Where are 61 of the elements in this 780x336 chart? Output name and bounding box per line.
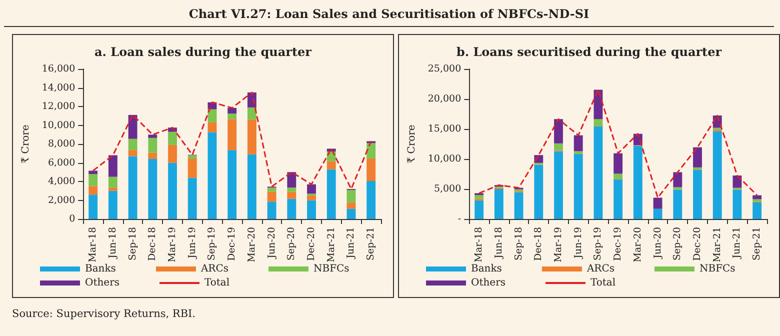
x-tick-label: Sep-21 (366, 227, 377, 261)
y-tick-label: 8,000 (48, 138, 76, 150)
y-tick-label: 15,000 (428, 124, 462, 134)
legend-label: Total (204, 278, 230, 288)
y-tick-label: 10,000 (428, 154, 462, 164)
legend-label: Total (590, 278, 616, 288)
x-tick-label: Sep-20 (286, 227, 298, 261)
legend-label: Others (471, 278, 506, 288)
x-tick-label: Sep-19 (206, 227, 218, 261)
x-tick-label: Dec-20 (306, 227, 317, 261)
x-tick-label: Mar-18 (474, 227, 485, 262)
source-note: Source: Supervisory Returns, RBI. (12, 308, 196, 320)
x-tick-label: Dec-18 (147, 227, 158, 261)
y-tick-label: 12,000 (42, 101, 76, 112)
y-tick-label: 25,000 (428, 64, 462, 74)
x-tick-label: Sep-20 (672, 227, 684, 261)
y-axis-title: ₹ Crore (406, 124, 418, 164)
y-tick-label: 2,000 (48, 194, 76, 206)
legend-label: ARCs (200, 264, 228, 274)
y-tick-label: 0 (69, 214, 76, 224)
x-tick-label: Dec-19 (226, 227, 238, 261)
y-tick-label: 4,000 (48, 176, 76, 187)
y-tick-label: 14,000 (42, 82, 76, 94)
y-tick-label: 5,000 (434, 184, 462, 194)
x-tick-label: Mar-21 (712, 227, 723, 262)
x-tick-label: Jun-20 (652, 227, 664, 260)
y-tick-label: - (458, 214, 462, 224)
x-tick-label: Jun-20 (266, 227, 278, 260)
y-tick-label: 16,000 (42, 64, 76, 74)
y-tick-label: 6,000 (48, 157, 76, 168)
legend-label: Banks (471, 264, 502, 274)
x-tick-label: Sep-21 (752, 227, 763, 261)
legend-label: Others (85, 278, 120, 288)
y-tick-label: 10,000 (42, 120, 76, 131)
x-tick-label: Dec-18 (533, 227, 544, 261)
x-tick-label: Jun-18 (107, 227, 118, 260)
x-tick-label: Mar-19 (553, 227, 564, 262)
chart-title: a. Loan sales during the quarter (94, 45, 312, 59)
x-tick-label: Sep-19 (592, 227, 604, 261)
x-tick-label: Jun-18 (493, 227, 504, 260)
x-tick-label: Mar-21 (326, 227, 337, 262)
x-tick-label: Mar-19 (167, 227, 178, 262)
x-tick-label: Jun-21 (346, 227, 357, 260)
x-tick-label: Sep-18 (513, 227, 524, 261)
y-axis-title: ₹ Crore (20, 124, 32, 164)
y-tick-label: 20,000 (428, 94, 462, 104)
x-tick-label: Dec-19 (612, 227, 624, 261)
text: Chart VI.27: Loan Sales and Securitisation of NBFCs-ND-SI (4, 2, 774, 27)
x-tick-label: Mar-18 (88, 227, 99, 262)
x-tick-label: Sep-18 (127, 227, 138, 261)
x-tick-label: Mar-20 (632, 227, 644, 262)
x-tick-label: Mar-20 (246, 227, 258, 262)
legend-label: NBFCs (313, 264, 350, 274)
x-tick-label: Jun-21 (732, 227, 743, 260)
x-tick-label: Jun-19 (572, 227, 584, 260)
legend-label: Banks (85, 264, 116, 274)
x-tick-label: Dec-20 (692, 227, 703, 261)
x-tick-label: Jun-19 (186, 227, 198, 260)
legend-label: NBFCs (699, 264, 736, 274)
legend-label: ARCs (586, 264, 614, 274)
chart-title: b. Loans securitised during the quarter (456, 45, 722, 59)
